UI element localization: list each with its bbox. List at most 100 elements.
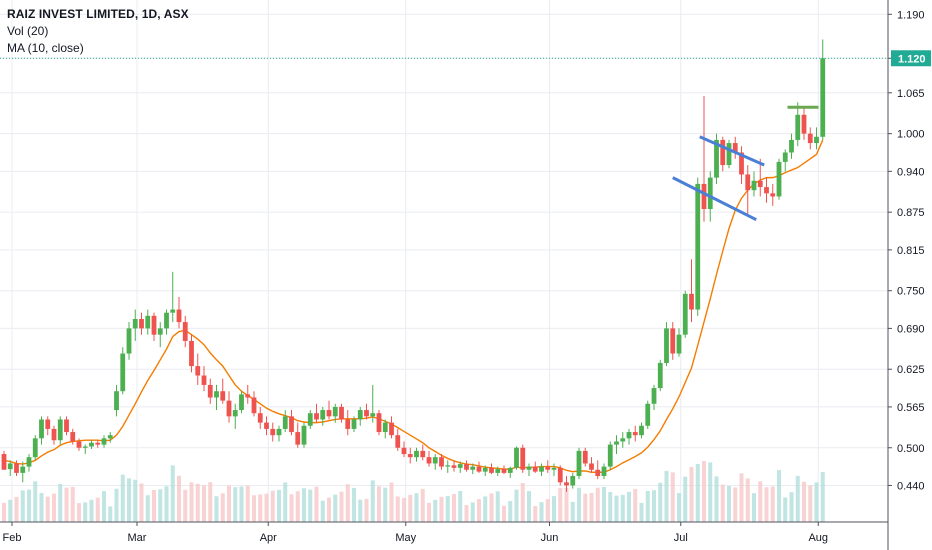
price-tick-label: 0.875 (897, 207, 925, 219)
volume-bar (408, 494, 413, 522)
candle-body (570, 476, 576, 486)
volume-bar (220, 493, 225, 522)
candle-body (157, 328, 163, 335)
candle-body (764, 187, 769, 194)
volume-bar (433, 499, 438, 522)
volume-bar (764, 487, 769, 522)
candle-body (101, 438, 107, 445)
candle-body (332, 406, 338, 417)
candle-body (426, 457, 432, 464)
volume-bar (577, 487, 581, 522)
volume-bar (227, 485, 231, 522)
volume-bar (608, 492, 613, 522)
volume-bar (102, 491, 106, 522)
volume-bar (320, 500, 325, 522)
candle-body (264, 422, 269, 429)
grid (0, 0, 888, 522)
price-tick-label: 0.750 (897, 286, 925, 298)
candle-body (20, 466, 26, 473)
candle-body (239, 394, 244, 411)
candle-body (551, 467, 557, 470)
volume-bar (689, 467, 694, 522)
candle-body (226, 400, 232, 417)
candle-body (307, 413, 313, 426)
volume-bar (620, 494, 625, 522)
volume-bar (208, 482, 213, 522)
volume-bar (783, 497, 788, 522)
candle-body (770, 193, 776, 197)
candle-body (151, 315, 157, 335)
candle-body (320, 410, 326, 420)
candle-body (476, 466, 482, 472)
volume-bar (495, 491, 500, 522)
volume-bar (639, 502, 644, 522)
flag-upper-line (699, 135, 765, 167)
candle-body (301, 425, 307, 445)
volume-bar (670, 472, 675, 522)
candle-body (164, 312, 169, 329)
candle-body (357, 410, 363, 420)
volume-bar (795, 475, 800, 522)
candle-body (720, 139, 726, 166)
candle-body (326, 410, 332, 417)
candle-body (714, 139, 719, 178)
candle-body (526, 466, 532, 470)
volume-bar (377, 486, 381, 522)
volume-bar (727, 486, 731, 522)
candle-body (614, 441, 619, 445)
volume-bar (420, 488, 425, 522)
candle-body (664, 328, 669, 363)
candle-body (414, 450, 419, 458)
volume-bar (602, 486, 606, 522)
chart-legend: RAIZ INVEST LIMITED, 1D, ASX Vol (20) MA… (7, 6, 189, 57)
volume-bar (283, 482, 288, 522)
candle-body (439, 457, 444, 467)
candle-body (182, 322, 188, 341)
volume-bar (439, 496, 444, 522)
candle-body (751, 180, 757, 191)
candle-body (76, 441, 82, 448)
candle-body (557, 467, 563, 483)
volume-bar (745, 478, 750, 522)
chart-title: RAIZ INVEST LIMITED, 1D, ASX (7, 7, 189, 21)
candle-body (632, 432, 638, 436)
volume-bar (52, 493, 56, 522)
volume-bar (314, 486, 319, 522)
candle-body (1, 454, 7, 470)
volume-bar (477, 499, 481, 522)
candle-body (120, 353, 126, 392)
volume-bar (33, 481, 38, 522)
candle-body (345, 419, 351, 429)
moving-average (3, 139, 824, 473)
volume-bar (358, 499, 363, 522)
candle-body (532, 466, 538, 472)
volume-bar (233, 487, 238, 522)
candle-body (139, 318, 144, 329)
volume-bar (333, 494, 338, 522)
volume-indicator-label[interactable]: Vol (20) (7, 24, 49, 38)
candle-body (407, 454, 413, 458)
volume-bar (427, 502, 431, 522)
volume-bar (277, 489, 281, 522)
candle-body (595, 469, 601, 477)
volume-bar (264, 493, 269, 522)
candle-body (207, 384, 213, 398)
volume-bar (302, 488, 306, 522)
candle-body (45, 419, 51, 429)
volume-bar (402, 497, 406, 522)
ma-indicator-label[interactable]: MA (10, close) (7, 41, 84, 55)
price-tick-label: 0.815 (897, 245, 925, 257)
volume-bar (108, 506, 113, 522)
candle-body (395, 435, 401, 448)
candle-body (795, 114, 801, 140)
volume-bar (195, 483, 200, 522)
candle-body (176, 309, 182, 323)
candle-body (270, 428, 276, 436)
candle-body (14, 463, 19, 473)
candle-body (289, 416, 294, 433)
volume-bar (564, 487, 569, 522)
candle-body (64, 419, 69, 433)
